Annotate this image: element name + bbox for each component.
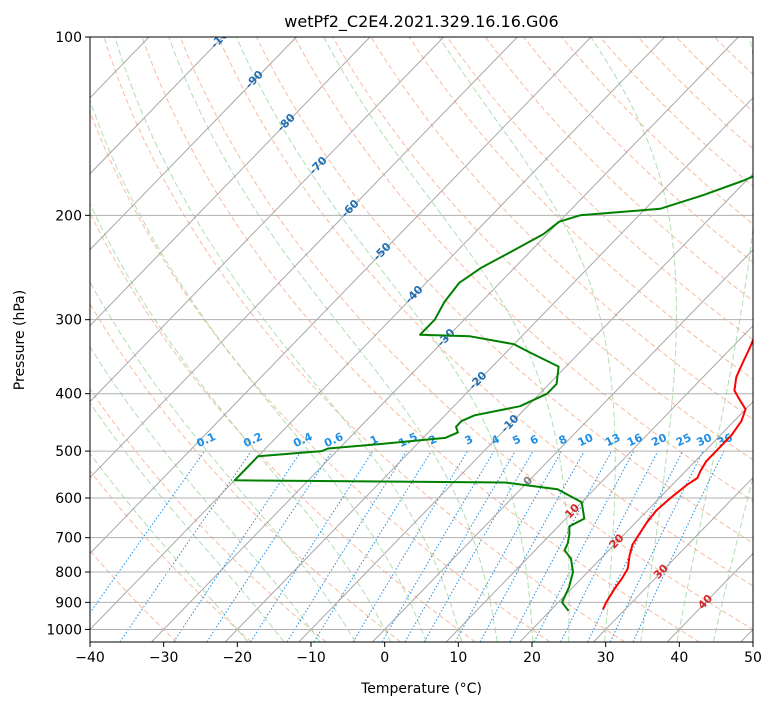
y-axis-ticks: 100 200 300 400 500 600 700 800 900 1000 [46,30,90,638]
moist-adiabat-line [90,98,427,642]
x-tick-label: −10 [296,650,326,666]
y-tick-label: 400 [55,387,82,403]
mixing-ratio-line [250,450,374,642]
isotherm-line [90,37,371,327]
background-lines [90,37,753,642]
mixing-ratio-line [533,450,635,642]
x-tick-label: −20 [223,650,253,666]
mixing-ratio-label: 20 [649,431,669,449]
dry-adiabat-line [90,549,177,642]
isotherm-line [151,37,739,642]
isotherm-line [445,324,753,642]
isotherm-line [90,37,518,479]
mixing-ratio-line [509,450,613,642]
x-axis-title: Temperature (°C) [360,681,482,697]
moist-adiabat-line [676,37,753,642]
y-tick-label: 200 [55,208,82,224]
isotherm-line [90,37,224,175]
x-axis-ticks: −40 −30 −20 −10 0 10 20 30 40 50 [75,642,762,666]
mixing-ratio-line [632,450,725,642]
dry-adiabat-line [370,37,753,420]
dry-adiabat-line [217,37,753,587]
moist-adiabat-line [90,202,392,642]
x-tick-label: 0 [380,650,389,666]
moist-adiabat-line [235,37,534,642]
y-tick-label: 900 [55,595,82,611]
isotherm-line [90,37,445,403]
x-tick-label: 30 [597,650,615,666]
x-tick-label: 40 [670,650,688,666]
mixing-ratio-label: 16 [625,431,645,449]
dry-adiabat-line [141,37,700,642]
mixing-ratio-line [560,450,659,642]
x-tick-label: 50 [744,650,762,666]
plot-area [90,37,753,642]
mixing-ratio-label: 13 [603,431,622,449]
isotherm-line [90,37,666,631]
isotherm-line [90,37,592,555]
y-tick-label: 1000 [46,622,82,638]
mixing-ratio-line [313,450,432,642]
mixing-ratio-label: 25 [674,431,693,449]
moist-adiabat-line [90,401,285,642]
dry-adiabat-line [103,37,626,642]
mixing-ratio-label: 10 [576,431,596,449]
isotherm-line [90,37,297,251]
x-tick-label: 20 [523,650,541,666]
y-tick-label: 300 [55,313,82,329]
moist-adiabat-line [590,37,677,642]
temperature-profile-line [602,337,753,610]
mixing-ratio-line [454,450,562,642]
x-tick-label: −40 [75,650,105,666]
isotherm-line [593,476,753,642]
mixing-ratio-line [587,450,684,642]
profile-series [233,175,753,612]
dewpoint-profile-line [233,175,753,612]
mixing-ratio-label: 30 [695,431,715,449]
y-tick-label: 700 [55,531,82,547]
x-tick-label: −30 [149,650,179,666]
dry-adiabat-line [484,37,753,302]
y-tick-label: 100 [55,30,82,46]
y-tick-label: 800 [55,565,82,581]
isotherm-line [372,249,753,642]
mixing-ratio-line [206,450,333,642]
mixing-ratio-line [609,450,704,642]
dry-adiabat-line [90,469,252,642]
dry-adiabat-line [90,110,551,642]
moist-adiabat-line [90,452,249,642]
isotherm-line [519,400,753,642]
dry-adiabat-line [294,37,753,502]
x-tick-label: 10 [449,650,467,666]
dry-adiabat-line [255,37,753,544]
y-tick-label: 500 [55,444,82,460]
mixing-ratio-line [173,450,302,642]
moist-adiabat-line [438,37,616,642]
chart-title: wetPf2_C2E4.2021.329.16.16.G06 [284,12,558,32]
dry-adiabat-line [90,211,476,642]
background-line-labels: -100-90-80-70-60-50-40-30-20-10010203040… [195,37,735,612]
isotherm-line [298,173,753,642]
moist-adiabat-line [90,281,356,642]
moist-adiabat-line [168,37,498,642]
dry-adiabat-line [179,37,753,630]
plot-frame [89,36,754,643]
dry-adiabat-line [408,37,753,380]
mixing-ratio-line [90,450,205,614]
mixing-ratio-line [352,450,468,642]
mixing-ratio-line [286,450,407,642]
y-axis-title: Pressure (hPa) [12,290,28,390]
isotherm-line [224,97,753,642]
moist-adiabat-line [90,345,321,642]
y-tick-label: 600 [55,491,82,507]
